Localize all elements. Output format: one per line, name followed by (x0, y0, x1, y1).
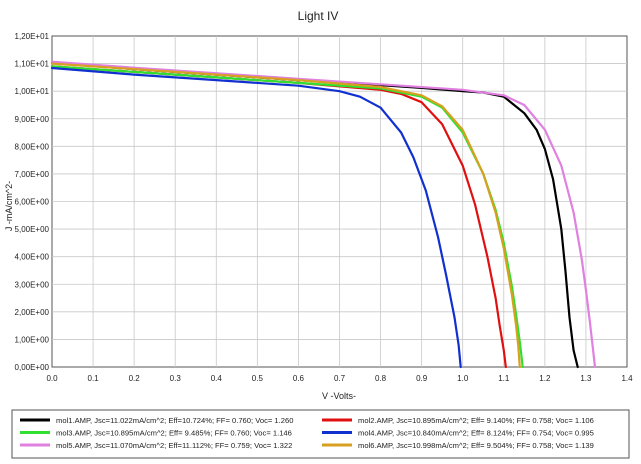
y-tick-label: 2,00E+00 (15, 308, 50, 317)
x-tick-label: 0.8 (375, 374, 387, 383)
y-tick-label: 5,00E+00 (15, 225, 50, 234)
x-tick-labels: 0.0 0.1 0.2 0.3 0.4 0.5 0.6 0.7 0.8 0.9 1.0 1.1 1.2 1… (46, 374, 633, 383)
series-line-4 (50, 66, 462, 369)
series-line-5 (50, 60, 597, 369)
x-tick-label: 0.0 (46, 374, 58, 383)
x-tick-label: 1.2 (539, 374, 551, 383)
y-tick-label: 7,00E+00 (15, 170, 50, 179)
y-tick-label: 6,00E+00 (15, 198, 50, 207)
plot-area: 0.0 0.1 0.2 0.3 0.4 0.5 0.6 0.7 0.8 0.9 1.0 1.1 1.2 1… (15, 32, 634, 383)
x-tick-label: 0.1 (88, 374, 100, 383)
y-tick-label: 0,00E+00 (15, 363, 50, 372)
legend-entries: mol1.AMP, Jsc=11.022mA/cm^2; Eff=10.724%… (20, 416, 594, 450)
series-line-3 (50, 65, 524, 369)
series-lines (50, 60, 597, 369)
y-tick-label: 9,00E+00 (15, 115, 50, 124)
series-line-6 (50, 62, 521, 369)
x-tick-label: 0.3 (170, 374, 182, 383)
chart-title: Light IV (298, 9, 339, 23)
legend: mol1.AMP, Jsc=11.022mA/cm^2; Eff=10.724%… (11, 409, 630, 459)
y-tick-label: 1,10E+01 (15, 60, 50, 69)
y-tick-label: 1,00E+00 (15, 335, 50, 344)
legend-label-5: mol5.AMP, Jsc=11.070mA/cm^2; Eff=11.112%… (56, 441, 292, 450)
y-axis-label: J -mA/cm^2- (4, 181, 14, 231)
x-tick-label: 0.9 (416, 374, 428, 383)
x-tick-label: 1.1 (498, 374, 510, 383)
y-tick-labels: 0,00E+00 1,00E+00 2,00E+00 3,00E+00 4,00E+00… (15, 32, 50, 372)
legend-label-2: mol2.AMP, Jsc=10.895mA/cm^2; Eff= 9.140%… (358, 416, 594, 425)
x-tick-label: 0.5 (252, 374, 264, 383)
y-tick-label: 4,00E+00 (15, 253, 50, 262)
y-tick-label: 3,00E+00 (15, 280, 50, 289)
x-tick-label: 0.6 (293, 374, 305, 383)
legend-label-1: mol1.AMP, Jsc=11.022mA/cm^2; Eff=10.724%… (56, 416, 293, 425)
x-tick-label: 0.7 (334, 374, 346, 383)
x-tick-label: 1.0 (457, 374, 469, 383)
legend-label-3: mol3.AMP, Jsc=10.895mA/cm^2; Eff= 9.485%… (56, 429, 292, 438)
legend-frame (11, 409, 630, 459)
legend-label-4: mol4.AMP, Jsc=10.840mA/cm^2; Eff= 8.124%… (358, 429, 594, 438)
x-tick-label: 1.4 (621, 374, 633, 383)
x-tick-label: 1.3 (580, 374, 592, 383)
legend-label-6: mol6.AMP, Jsc=10.998mA/cm^2; Eff= 9.504%… (358, 441, 594, 450)
x-axis-label: V -Volts- (322, 391, 356, 401)
y-tick-label: 1,00E+01 (15, 87, 50, 96)
y-tick-label: 1,20E+01 (15, 32, 50, 41)
y-tick-label: 8,00E+00 (15, 142, 50, 151)
x-tick-label: 0.2 (129, 374, 141, 383)
x-tick-label: 0.4 (211, 374, 223, 383)
